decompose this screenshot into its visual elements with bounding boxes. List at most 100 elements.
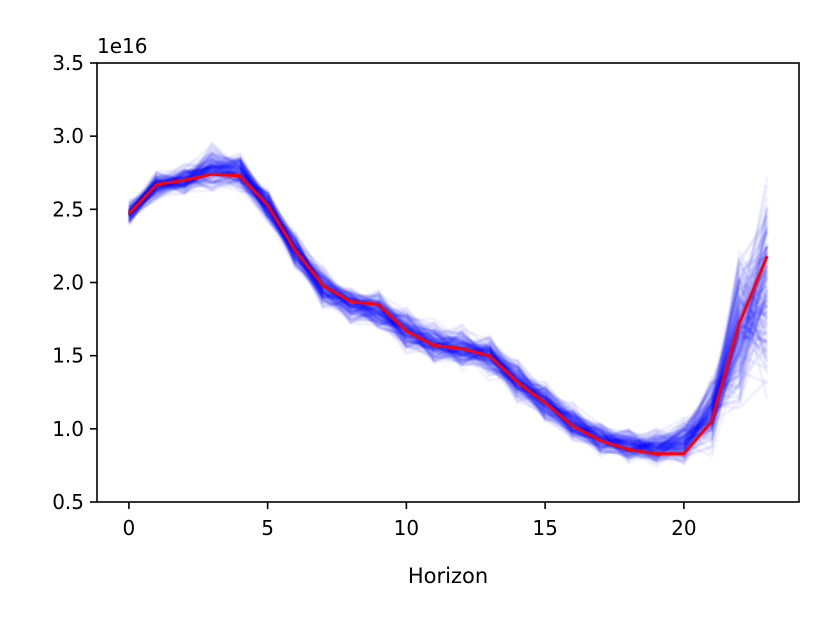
ensemble-line [127, 151, 768, 456]
x-tick-label: 10 [394, 516, 419, 540]
ensemble-line [127, 169, 769, 451]
ensemble-line [127, 160, 769, 459]
ensemble-line [128, 159, 769, 455]
ensemble-line [128, 141, 769, 449]
ensemble-line [127, 165, 769, 458]
ensemble-line [127, 159, 769, 449]
x-tick-label: 20 [671, 516, 696, 540]
ensemble-line [128, 162, 769, 451]
ensemble-line [127, 168, 769, 452]
ensemble-line [128, 162, 769, 454]
x-tick-label: 0 [123, 516, 136, 540]
ensemble-line [127, 158, 769, 460]
ensemble-line [127, 157, 768, 456]
ensemble-line [127, 171, 769, 452]
ensemble-line [127, 169, 769, 451]
ensemble-line [127, 156, 769, 455]
ensemble-line [127, 168, 769, 453]
ensemble-line [127, 162, 769, 462]
ensemble-line [127, 163, 769, 451]
y-tick-label: 3.0 [52, 124, 84, 148]
ensemble-line [127, 155, 768, 447]
ensemble-line [127, 168, 768, 463]
ensemble-line [128, 154, 769, 458]
ensemble-line [127, 169, 769, 455]
ensemble-line [127, 168, 768, 452]
ensemble-line [127, 163, 769, 453]
x-tick-label: 15 [532, 516, 557, 540]
ensemble-line [127, 159, 769, 455]
ensemble-line [128, 156, 768, 459]
mean-line-layer [127, 172, 769, 456]
ensemble-line [127, 158, 769, 456]
ensemble-line [127, 152, 769, 459]
ensemble-line [127, 153, 769, 460]
ensemble-line [127, 159, 769, 445]
ensemble-line [127, 165, 769, 451]
ensemble-line [127, 164, 769, 454]
ensemble-line [128, 159, 769, 462]
ensemble-line [127, 153, 769, 449]
ensemble-line [127, 161, 769, 461]
y-tick-label: 2.0 [52, 271, 84, 295]
y-tick-label: 0.5 [52, 490, 84, 514]
ensemble-line [127, 165, 768, 463]
ensemble-line [127, 163, 769, 458]
ensemble-line [127, 178, 769, 461]
ensemble-line [127, 164, 769, 455]
ensemble-line [127, 161, 769, 450]
x-axis: 0 5 10 15 20 [123, 502, 697, 540]
ensemble-line [127, 150, 769, 454]
ensemble-line [127, 165, 768, 461]
ensemble-line [127, 162, 769, 452]
ensemble-line [127, 173, 769, 451]
ensemble-line [127, 167, 769, 452]
ensemble-line [127, 159, 769, 454]
ensemble-line [127, 162, 769, 447]
ensemble-line [128, 164, 769, 463]
ensemble-line [127, 174, 769, 455]
ensemble-line [128, 145, 769, 449]
ensemble-line [127, 163, 769, 455]
ensemble-line [128, 164, 768, 454]
ensemble-line [127, 153, 768, 450]
y-tick-label: 3.5 [52, 51, 84, 75]
ensemble-line [127, 167, 769, 453]
ensemble-line [127, 156, 769, 459]
ensemble-line [127, 147, 769, 447]
ensemble-line [128, 159, 769, 459]
ensemble-line [127, 156, 769, 462]
ensemble-line [127, 142, 769, 453]
ensemble-line [127, 170, 769, 457]
ensemble-line [127, 160, 769, 449]
ensemble-line [127, 157, 769, 458]
ensemble-line [127, 154, 769, 463]
ensemble-line [127, 171, 769, 449]
ensemble-line [127, 142, 769, 451]
ensemble-line [127, 167, 768, 452]
ensemble-line [127, 153, 769, 453]
ensemble-line [127, 164, 769, 452]
ensemble-line [127, 166, 769, 453]
ensemble-line [127, 156, 769, 449]
ensemble-line [127, 159, 768, 452]
x-axis-label: Horizon [408, 564, 488, 588]
ensemble-line [128, 162, 769, 459]
ensemble-line [128, 150, 768, 452]
ensemble-line [127, 157, 769, 465]
ensemble-line [127, 164, 769, 465]
ensemble-line [128, 170, 769, 450]
mean-line [127, 172, 769, 456]
ensemble-line [127, 169, 769, 452]
ensemble-line [127, 171, 769, 456]
ensemble-line [127, 171, 769, 459]
ensemble-line [128, 165, 769, 446]
ensemble-line [127, 168, 768, 454]
y-tick-label: 1.5 [52, 344, 84, 368]
ensemble-line [127, 166, 769, 454]
x-tick-label: 5 [261, 516, 274, 540]
y-axis: 0.5 1.0 1.5 2.0 2.5 3.0 3.5 [52, 51, 97, 514]
ensemble-line [127, 165, 769, 448]
